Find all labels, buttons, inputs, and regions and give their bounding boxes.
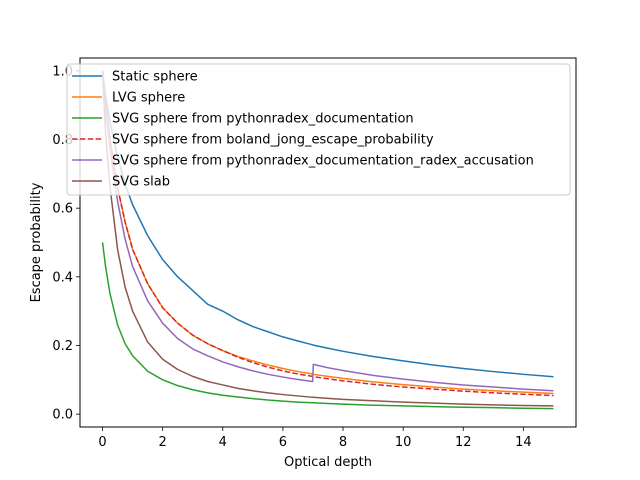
x-tick-label: 14 — [515, 435, 532, 450]
legend-label-2: LVG sphere — [112, 91, 185, 106]
x-tick-label: 10 — [395, 435, 412, 450]
x-tick-label: 4 — [219, 435, 227, 450]
y-tick-label: 0.6 — [52, 202, 73, 217]
legend-label-3: SVG sphere from pythonradex_documentatio… — [112, 112, 414, 127]
y-tick-label: 0.0 — [52, 408, 73, 423]
series-line-3 — [101, 242, 554, 410]
series-line-5 — [101, 70, 554, 392]
series-line-4 — [101, 70, 554, 397]
legend-label-1: Static sphere — [112, 70, 198, 85]
legend-label-5: SVG sphere from pythonradex_documentatio… — [112, 154, 534, 169]
x-tick-label: 2 — [159, 435, 167, 450]
legend: Static sphere LVG sphere SVG sphere from p… — [66, 63, 571, 196]
legend-label-4: SVG sphere from boland_jong_escape_proba… — [112, 133, 434, 148]
y-axis-label: Escape probability — [29, 182, 44, 302]
y-tick-label: 0.2 — [52, 339, 73, 354]
x-axis-label: Optical depth — [284, 455, 372, 470]
x-tick-label: 12 — [455, 435, 472, 450]
plot-area-frame — [79, 57, 577, 428]
x-tick-label: 0 — [98, 435, 106, 450]
x-tick-label: 8 — [339, 435, 347, 450]
y-tick-label: 0.4 — [52, 270, 73, 285]
series-line-6 — [101, 70, 554, 407]
x-axis-ticks: 0 2 4 6 8 10 12 14 — [98, 427, 532, 450]
x-tick-label: 6 — [279, 435, 287, 450]
legend-box — [66, 63, 571, 196]
legend-label-6: SVG slab — [112, 175, 170, 190]
